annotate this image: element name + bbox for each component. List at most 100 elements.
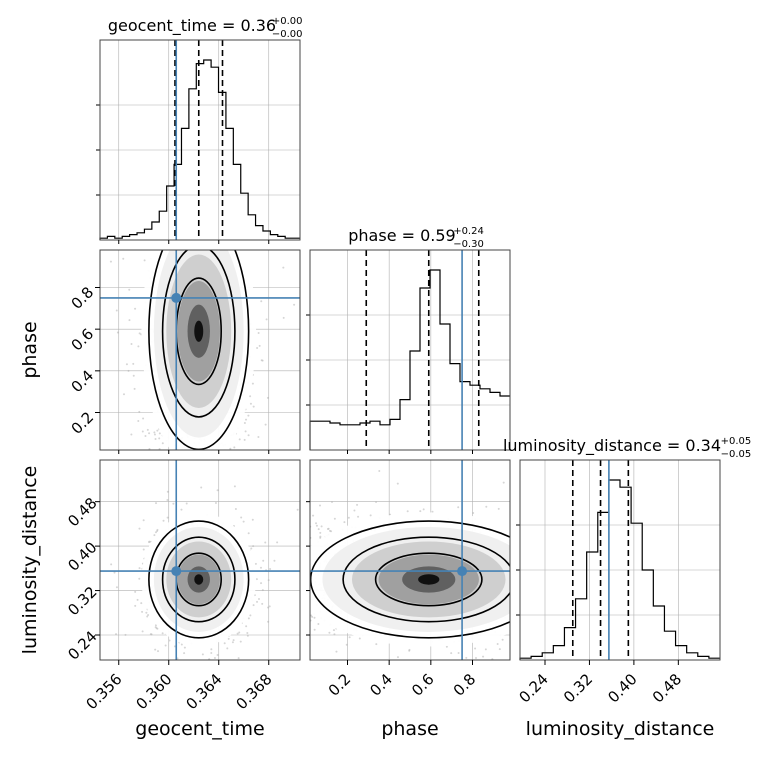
sample-point xyxy=(343,521,346,524)
sample-point xyxy=(392,667,394,669)
sample-point xyxy=(216,489,219,492)
sample-point xyxy=(243,421,246,424)
sample-point xyxy=(187,226,189,228)
sample-point xyxy=(115,633,118,636)
sample-point xyxy=(157,650,160,653)
sample-point xyxy=(183,646,186,649)
tick-label-phase: 0.4 xyxy=(366,670,396,700)
contour-2 xyxy=(374,552,483,607)
sample-point xyxy=(378,470,381,473)
sample-point xyxy=(141,610,144,613)
sample-point xyxy=(258,344,261,347)
sample-point xyxy=(158,232,160,234)
sample-point xyxy=(168,639,171,642)
sample-point xyxy=(319,504,322,507)
sample-point xyxy=(146,244,148,246)
sample-point xyxy=(327,527,330,530)
sample-point xyxy=(282,266,285,269)
sample-point xyxy=(213,657,216,660)
sample-point xyxy=(243,438,246,441)
sample-point xyxy=(179,188,181,190)
sample-point xyxy=(265,318,268,321)
sample-point xyxy=(164,243,166,245)
sample-point xyxy=(251,518,254,521)
density-level-5 xyxy=(418,574,440,585)
sample-point xyxy=(431,510,434,513)
sample-point xyxy=(229,447,232,450)
tick-label-phase: 0.2 xyxy=(325,670,355,700)
tick-label-geocent_time: 0.364 xyxy=(182,670,225,713)
sample-point xyxy=(209,191,211,193)
sample-point xyxy=(207,186,209,188)
tick-label-phase: 0.4 xyxy=(68,366,98,396)
sample-point xyxy=(190,219,192,221)
sample-point xyxy=(166,490,169,493)
title-sub: −0.05 xyxy=(721,449,752,460)
sample-point xyxy=(210,651,213,654)
sample-point xyxy=(240,516,243,519)
sample-point xyxy=(315,524,318,527)
sample-point xyxy=(335,650,338,653)
sample-point xyxy=(474,657,477,660)
title-phase: phase = 0.59 xyxy=(348,226,455,245)
sample-point xyxy=(132,374,135,377)
sample-point xyxy=(312,514,315,517)
sample-point xyxy=(268,605,271,608)
sample-point xyxy=(207,200,209,202)
sample-point xyxy=(158,447,161,450)
sample-point xyxy=(130,342,133,345)
sample-point xyxy=(182,198,184,200)
sample-point xyxy=(153,433,156,436)
sample-point xyxy=(245,418,248,421)
sample-point xyxy=(173,645,176,648)
tick-label-luminosity_distance: 0.48 xyxy=(649,670,685,706)
ylabel-luminosity_distance: luminosity_distance xyxy=(19,466,41,655)
sample-point xyxy=(141,630,144,633)
sample-point xyxy=(273,559,276,562)
sample-point xyxy=(198,247,200,249)
sample-point xyxy=(188,181,190,183)
sample-point xyxy=(413,662,415,664)
sample-point xyxy=(206,202,208,204)
sample-point xyxy=(227,244,229,246)
sample-point xyxy=(353,509,356,512)
sample-point xyxy=(315,522,318,525)
sample-point xyxy=(252,604,255,607)
density-level-5 xyxy=(194,320,204,342)
sample-point xyxy=(318,679,320,681)
grid-2-2 xyxy=(544,460,679,660)
sample-point xyxy=(128,288,131,291)
sample-point xyxy=(238,631,241,634)
sample-point xyxy=(313,628,316,631)
sample-point xyxy=(222,246,224,248)
sample-point xyxy=(257,331,260,334)
sample-point xyxy=(239,640,242,643)
sample-point xyxy=(328,631,331,634)
sample-point xyxy=(282,316,285,319)
tick-label-phase: 0.6 xyxy=(408,670,438,700)
tick-label-phase: 0.6 xyxy=(68,325,98,355)
sample-point xyxy=(200,206,202,208)
sample-point xyxy=(145,611,148,614)
sample-point xyxy=(247,532,250,535)
tick-label-phase: 0.8 xyxy=(68,283,98,313)
sample-point xyxy=(236,632,239,635)
sample-point xyxy=(180,190,182,192)
sample-point xyxy=(194,206,196,208)
tick-label-luminosity_distance: 0.24 xyxy=(515,670,551,706)
sample-point xyxy=(498,648,501,651)
sample-point xyxy=(330,663,332,665)
sample-point xyxy=(247,414,250,417)
histogram-phase xyxy=(309,269,510,450)
sample-point xyxy=(223,642,226,645)
sample-point xyxy=(142,519,145,522)
sample-point xyxy=(174,240,176,242)
panel-frame-phase-luminosity_distance xyxy=(309,459,511,661)
sample-point xyxy=(252,405,255,408)
sample-point xyxy=(274,196,276,198)
sample-point xyxy=(194,237,196,239)
sample-point xyxy=(153,431,156,434)
sample-point xyxy=(92,309,94,311)
grid-1-1 xyxy=(347,250,473,450)
